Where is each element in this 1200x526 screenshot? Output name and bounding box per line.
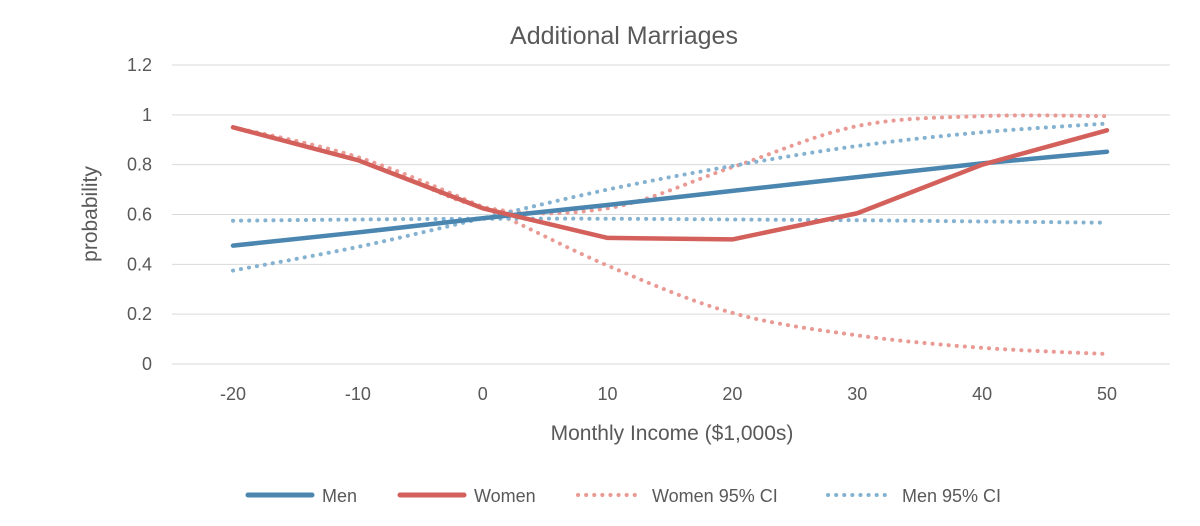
y-tick-label: 0.6 bbox=[127, 205, 152, 225]
series-line-women-95-ci-lower bbox=[231, 125, 1109, 357]
x-tick-label: 0 bbox=[478, 384, 488, 404]
y-axis-label: probability bbox=[79, 166, 102, 262]
y-tick-label: 0 bbox=[142, 354, 152, 374]
legend-label-men-95-ci: Men 95% CI bbox=[902, 486, 1001, 506]
x-axis-label: Monthly Income ($1,000s) bbox=[551, 422, 794, 445]
y-tick-label: 1.2 bbox=[127, 55, 152, 75]
legend: Men Women Women 95% CI Men 95% CI bbox=[245, 486, 1001, 506]
x-tick-label: 30 bbox=[847, 384, 867, 404]
series-line-women bbox=[230, 125, 1110, 242]
legend-label-men: Men bbox=[322, 486, 357, 506]
x-tick-label: 20 bbox=[722, 384, 742, 404]
gridlines bbox=[172, 64, 1170, 365]
y-axis-ticks: 0 0.2 0.4 0.6 0.8 1 1.2 bbox=[127, 55, 152, 374]
legend-label-women-95-ci: Women 95% CI bbox=[652, 486, 778, 506]
y-tick-label: 1 bbox=[142, 105, 152, 125]
legend-label-women: Women bbox=[474, 486, 536, 506]
y-tick-label: 0.8 bbox=[127, 155, 152, 175]
x-tick-label: 10 bbox=[598, 384, 618, 404]
x-tick-label: -20 bbox=[220, 384, 246, 404]
x-tick-label: 40 bbox=[972, 384, 992, 404]
series-line-men-95-ci-lower bbox=[231, 216, 1109, 225]
y-tick-label: 0.4 bbox=[127, 254, 152, 274]
chart-title: Additional Marriages bbox=[510, 22, 738, 50]
series-lines bbox=[230, 113, 1110, 357]
x-axis-ticks: -20 -10 0 10 20 30 40 50 bbox=[220, 384, 1117, 404]
x-tick-label: 50 bbox=[1097, 384, 1117, 404]
x-tick-label: -10 bbox=[345, 384, 371, 404]
y-tick-label: 0.2 bbox=[127, 304, 152, 324]
series-line-men-95-ci-upper bbox=[231, 121, 1109, 273]
series-line-men bbox=[230, 149, 1110, 248]
series-line-women-95-ci-upper bbox=[231, 113, 1109, 216]
